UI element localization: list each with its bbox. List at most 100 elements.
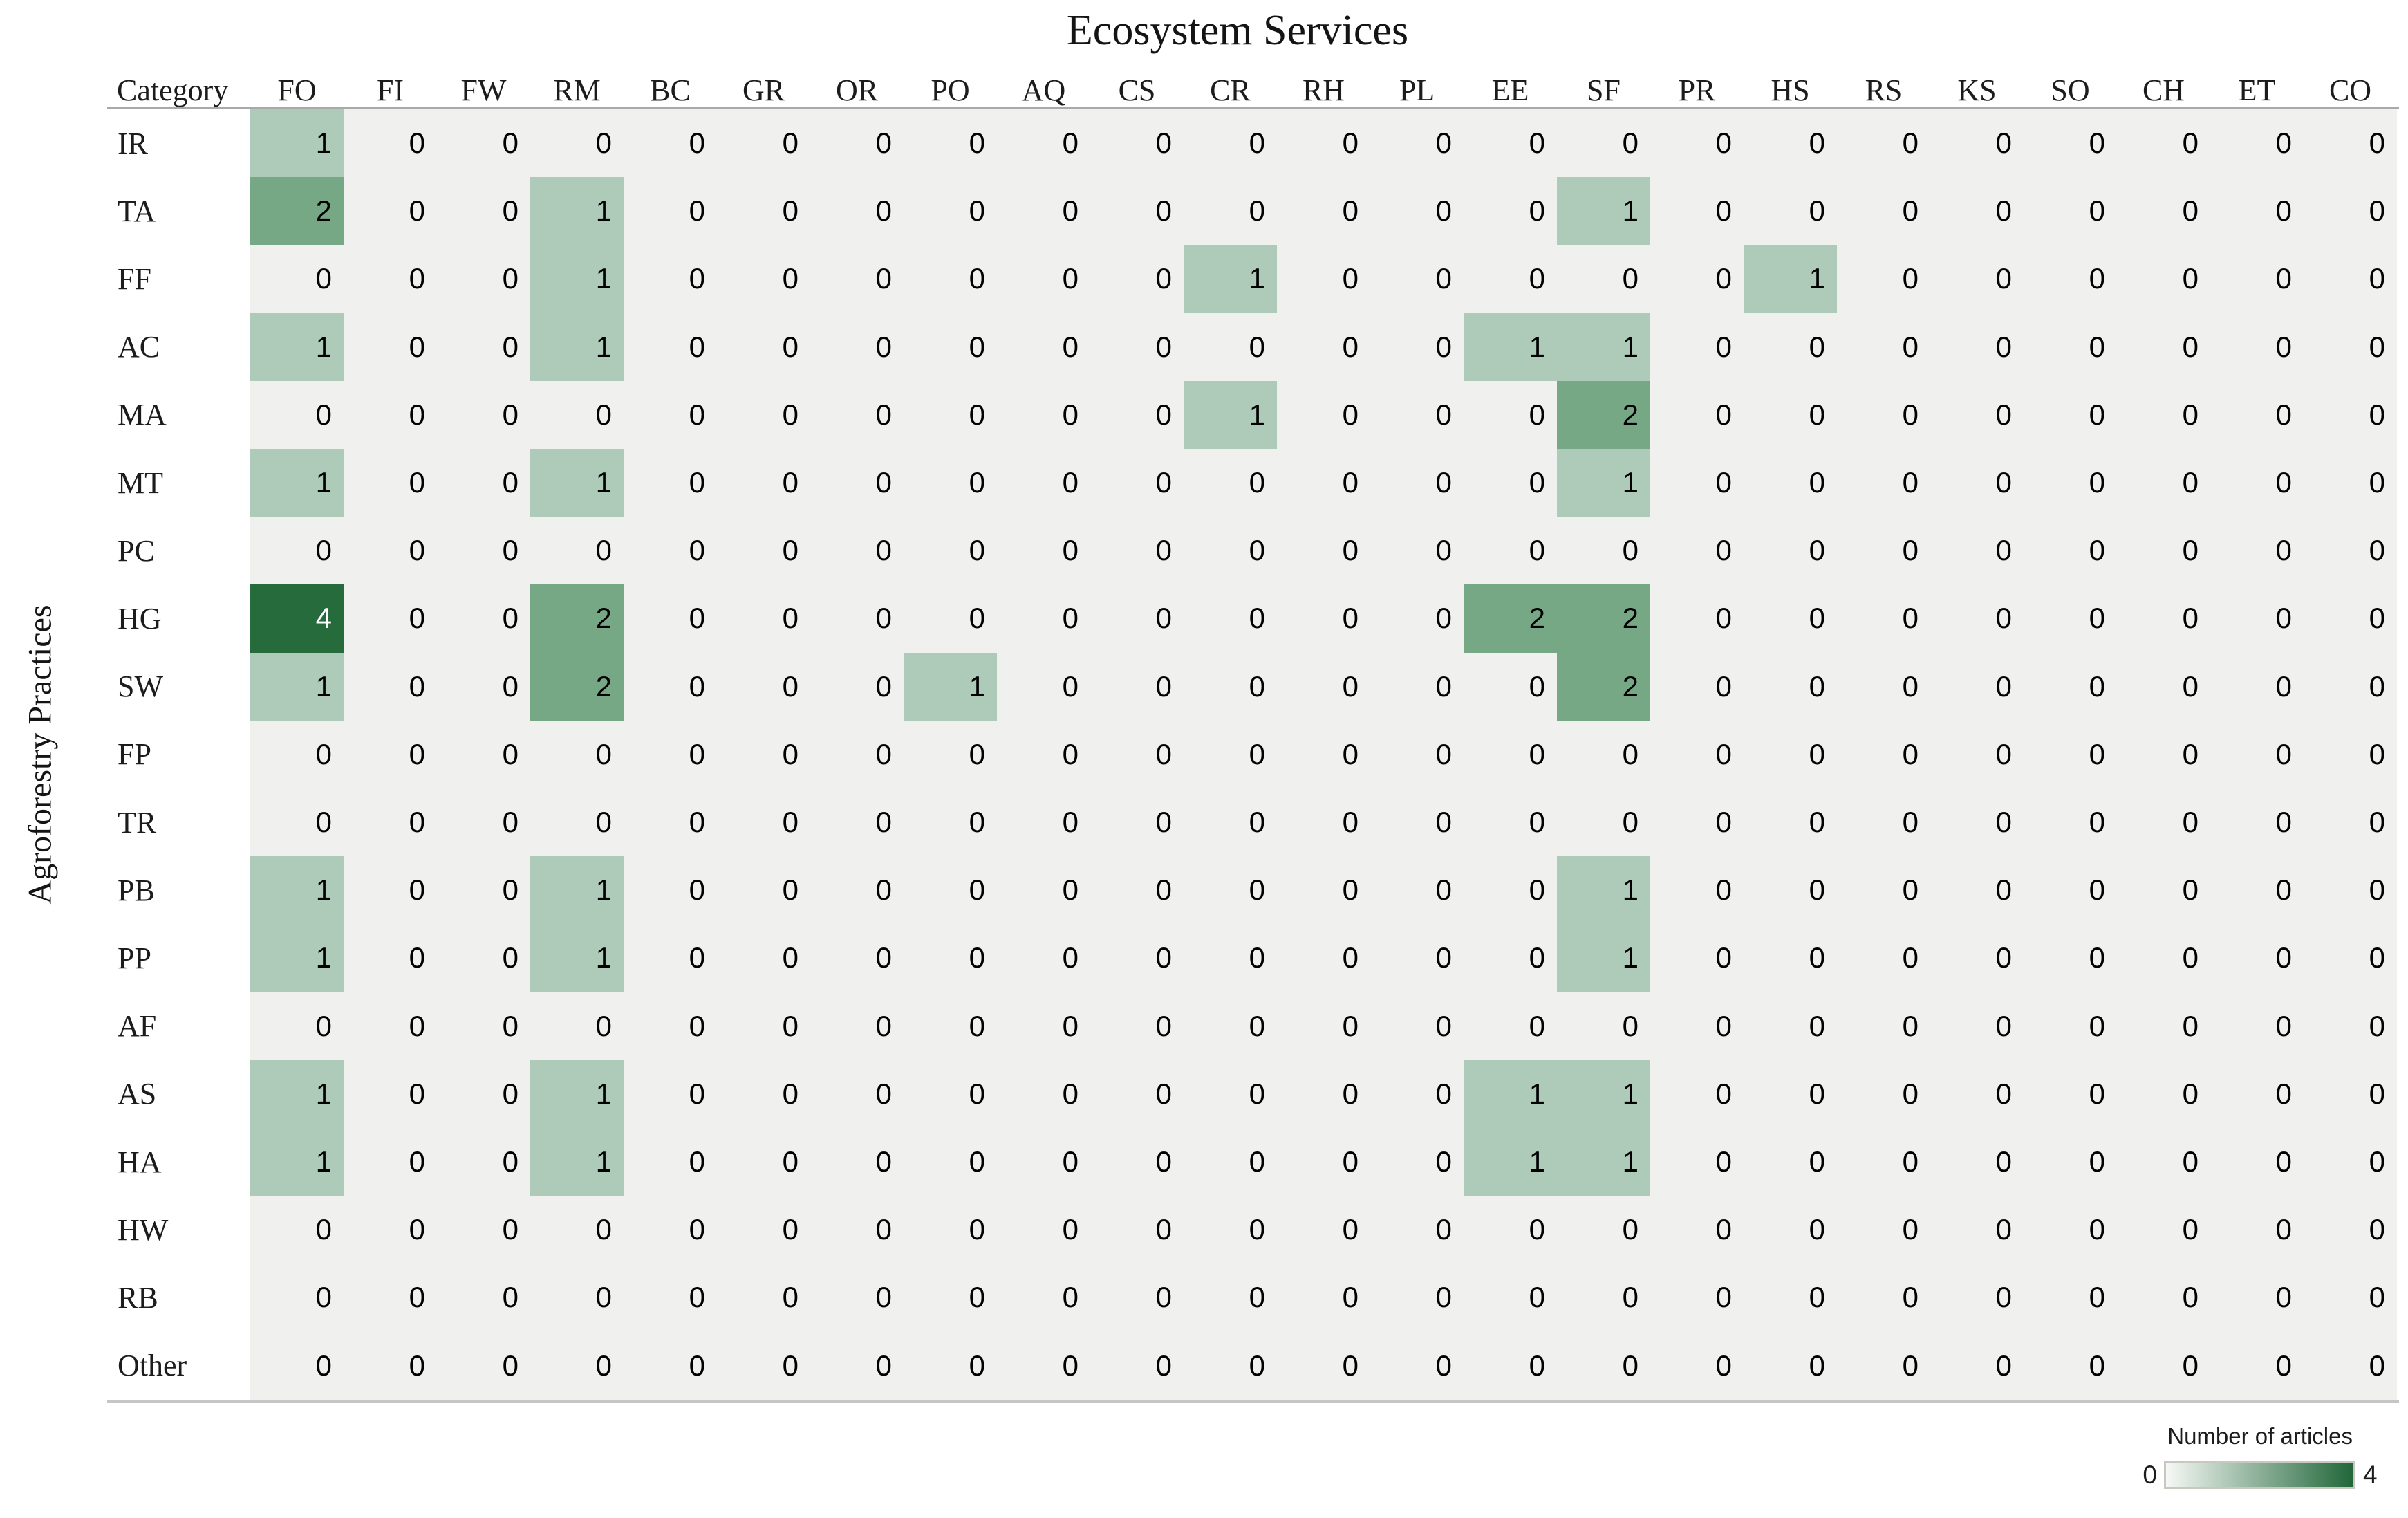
heatmap-cell-HG-BC: 0 <box>624 584 717 653</box>
heatmap-cell-HW-PO: 0 <box>904 1196 997 1264</box>
heatmap-cell-FF-ET: 0 <box>2210 245 2304 313</box>
heatmap-cell-HW-CO: 0 <box>2304 1196 2397 1264</box>
row-label-HA: HA <box>118 1145 162 1179</box>
heatmap-cell-FF-SF: 0 <box>1557 245 1650 313</box>
heatmap-cell-HG-SF: 2 <box>1557 584 1650 653</box>
heatmap-cell-AC-EE: 1 <box>1464 313 1557 381</box>
heatmap-cell-TA-FI: 0 <box>344 177 437 246</box>
heatmap-cell-FF-KS: 0 <box>1930 245 2024 313</box>
heatmap-cell-FF-PO: 0 <box>904 245 997 313</box>
heatmap-cell-FP-KS: 0 <box>1930 720 2024 788</box>
heatmap-cell-AC-PO: 0 <box>904 313 997 381</box>
heatmap-cell-MA-KS: 0 <box>1930 380 2024 449</box>
heatmap-cell-FP-SO: 0 <box>2024 720 2117 788</box>
heatmap-cell-IR-SO: 0 <box>2024 109 2117 178</box>
heatmap-cell-RB-RM: 0 <box>530 1264 624 1332</box>
heatmap-cell-PC-HS: 0 <box>1744 517 1837 585</box>
heatmap-cell-RB-SO: 0 <box>2024 1264 2117 1332</box>
heatmap-cell-RB-PO: 0 <box>904 1264 997 1332</box>
heatmap-cell-AS-KS: 0 <box>1930 1059 2024 1128</box>
heatmap-cell-AC-CS: 0 <box>1090 313 1184 381</box>
heatmap-cell-AF-PL: 0 <box>1370 992 1464 1060</box>
heatmap-cell-TR-CH: 0 <box>2117 788 2210 857</box>
heatmap-cell-PP-EE: 0 <box>1464 924 1557 992</box>
row-label-PB: PB <box>118 873 155 907</box>
heatmap-cell-MA-ET: 0 <box>2210 380 2304 449</box>
row-label-RB: RB <box>118 1280 158 1315</box>
heatmap-cell-Other-RS: 0 <box>1837 1331 1930 1400</box>
heatmap-cell-PP-CO: 0 <box>2304 924 2397 992</box>
heatmap-cell-AS-OR: 0 <box>810 1059 904 1128</box>
heatmap-cell-AF-RS: 0 <box>1837 992 1930 1060</box>
column-header-AQ: AQ <box>1021 73 1066 107</box>
heatmap-cell-RB-EE: 0 <box>1464 1264 1557 1332</box>
heatmap-cell-AS-SF: 1 <box>1557 1059 1650 1128</box>
row-label-FP: FP <box>118 737 151 772</box>
heatmap-cell-IR-PL: 0 <box>1370 109 1464 178</box>
heatmap-cell-IR-BC: 0 <box>624 109 717 178</box>
heatmap-cell-TA-AQ: 0 <box>997 177 1090 246</box>
heatmap-cell-FP-AQ: 0 <box>997 720 1090 788</box>
heatmap-cell-PC-RM: 0 <box>530 517 624 585</box>
heatmap-cell-FF-SO: 0 <box>2024 245 2117 313</box>
heatmap-cell-AF-CR: 0 <box>1184 992 1277 1060</box>
heatmap-cell-RB-FO: 0 <box>250 1264 344 1332</box>
heatmap-cell-HW-HS: 0 <box>1744 1196 1837 1264</box>
heatmap-cell-TR-PR: 0 <box>1650 788 1744 857</box>
heatmap-cell-RB-PL: 0 <box>1370 1264 1464 1332</box>
heatmap-cell-TA-CR: 0 <box>1184 177 1277 246</box>
heatmap-cell-HW-SO: 0 <box>2024 1196 2117 1264</box>
heatmap-cell-IR-KS: 0 <box>1930 109 2024 178</box>
heatmap-cell-FP-SF: 0 <box>1557 720 1650 788</box>
heatmap-cell-IR-FI: 0 <box>344 109 437 178</box>
heatmap-cell-PC-ET: 0 <box>2210 517 2304 585</box>
legend-min-label: 0 <box>2143 1461 2157 1489</box>
row-label-HG: HG <box>118 601 162 636</box>
heatmap-cell-HW-OR: 0 <box>810 1196 904 1264</box>
heatmap-cell-Other-CH: 0 <box>2117 1331 2210 1400</box>
heatmap-cell-Other-RM: 0 <box>530 1331 624 1400</box>
heatmap-cell-AS-PR: 0 <box>1650 1059 1744 1128</box>
heatmap-cell-MT-PR: 0 <box>1650 449 1744 517</box>
column-header-BC: BC <box>650 73 691 107</box>
heatmap-cell-HG-OR: 0 <box>810 584 904 653</box>
heatmap-cell-PB-SO: 0 <box>2024 856 2117 925</box>
heatmap-cell-PC-PL: 0 <box>1370 517 1464 585</box>
heatmap-cell-MA-EE: 0 <box>1464 380 1557 449</box>
heatmap-cell-SW-GR: 0 <box>717 652 810 721</box>
heatmap-cell-PB-SF: 1 <box>1557 856 1650 925</box>
heatmap-cell-AF-CO: 0 <box>2304 992 2397 1060</box>
heatmap-cell-HG-PL: 0 <box>1370 584 1464 653</box>
heatmap-cell-PC-FO: 0 <box>250 517 344 585</box>
heatmap-cell-MT-PO: 0 <box>904 449 997 517</box>
heatmap-cell-HA-FW: 0 <box>437 1128 530 1196</box>
heatmap-cell-IR-CH: 0 <box>2117 109 2210 178</box>
row-label-AC: AC <box>118 330 160 364</box>
heatmap-cell-TR-PL: 0 <box>1370 788 1464 857</box>
heatmap-cell-FF-EE: 0 <box>1464 245 1557 313</box>
heatmap-cell-Other-FW: 0 <box>437 1331 530 1400</box>
heatmap-cell-AS-ET: 0 <box>2210 1059 2304 1128</box>
heatmap-cell-SW-FW: 0 <box>437 652 530 721</box>
heatmap-cell-HW-GR: 0 <box>717 1196 810 1264</box>
heatmap-cell-PB-FW: 0 <box>437 856 530 925</box>
heatmap-cell-SW-PO: 1 <box>904 652 997 721</box>
row-label-AS: AS <box>118 1077 157 1111</box>
heatmap-cell-TR-ET: 0 <box>2210 788 2304 857</box>
heatmap-cell-TA-RM: 1 <box>530 177 624 246</box>
column-header-PR: PR <box>1678 73 1716 107</box>
heatmap-cell-PB-CR: 0 <box>1184 856 1277 925</box>
heatmap-cell-FP-PO: 0 <box>904 720 997 788</box>
heatmap-cell-FF-PL: 0 <box>1370 245 1464 313</box>
heatmap-cell-SW-EE: 0 <box>1464 652 1557 721</box>
heatmap-cell-AS-SO: 0 <box>2024 1059 2117 1128</box>
heatmap-cell-FF-RS: 0 <box>1837 245 1930 313</box>
heatmap-cell-PB-FI: 0 <box>344 856 437 925</box>
heatmap-cell-AF-FO: 0 <box>250 992 344 1060</box>
heatmap-cell-AC-FO: 1 <box>250 313 344 381</box>
heatmap-cell-HG-RH: 0 <box>1277 584 1370 653</box>
heatmap-cell-HW-RS: 0 <box>1837 1196 1930 1264</box>
heatmap-cell-TR-AQ: 0 <box>997 788 1090 857</box>
heatmap-cell-FP-PL: 0 <box>1370 720 1464 788</box>
heatmap-cell-HG-PR: 0 <box>1650 584 1744 653</box>
